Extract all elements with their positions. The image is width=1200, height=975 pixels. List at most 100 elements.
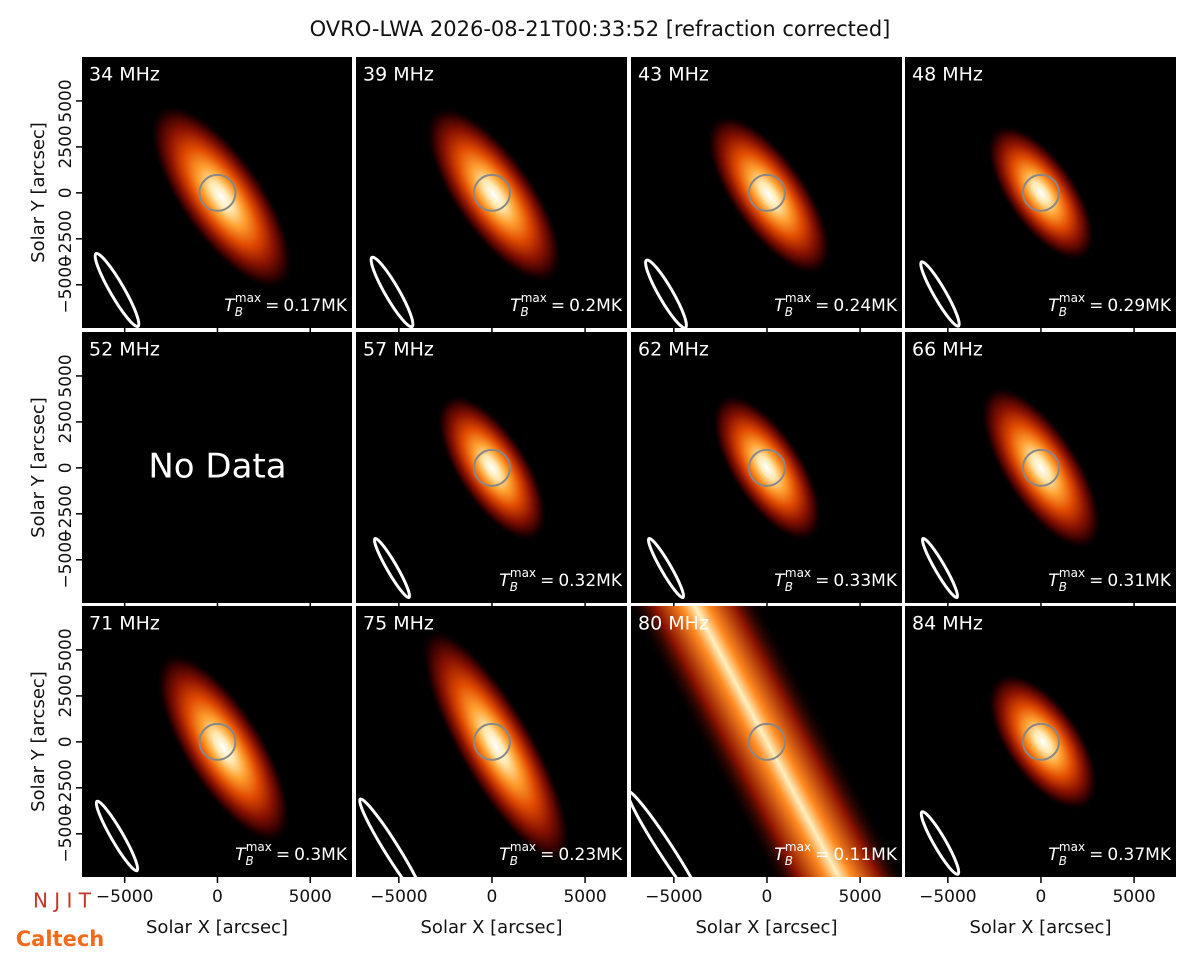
tmax-symbol: T: [499, 571, 511, 591]
x-axis-label: Solar X [arcsec]: [421, 917, 563, 938]
beam: [94, 799, 140, 873]
panel: 66 MHz TBmax = 0.31MK: [905, 332, 1176, 609]
tmax-label: TBmax = 0.3MK: [235, 840, 348, 868]
emission: [149, 103, 294, 291]
beam: [919, 810, 961, 876]
y-axis-label: Solar Y [arcsec]: [28, 122, 49, 263]
x-tick-label: 5000: [563, 887, 606, 907]
tmax-sub: B: [1059, 854, 1067, 868]
solar-disk: [472, 722, 511, 761]
emission: [986, 124, 1096, 262]
frequency-label: 62 MHz: [638, 339, 709, 361]
tmax-sup: max: [785, 840, 811, 854]
x-tick-label: 0: [212, 887, 223, 907]
panel-image: [920, 385, 1102, 600]
tmax-sup: max: [1059, 566, 1085, 580]
beam: [369, 255, 415, 328]
solar-disk: [747, 448, 786, 487]
x-axis-label: Solar X [arcsec]: [146, 917, 288, 938]
tmax-value: 0.37MK: [1107, 845, 1172, 865]
tmax-label: TBmax = 0.37MK: [1048, 840, 1172, 868]
tmax-equals: =: [815, 296, 829, 316]
no-data-label: No Data: [148, 446, 286, 486]
tmax-symbol: T: [774, 571, 786, 591]
tmax-sup: max: [510, 566, 536, 580]
panel-image: [919, 124, 1096, 328]
y-tick-label: 2500: [56, 400, 76, 443]
y-tick-label: 0: [56, 462, 76, 473]
y-tick-label: −5000: [56, 531, 76, 589]
frequency-label: 48 MHz: [912, 64, 983, 86]
x-tick-label: 5000: [289, 887, 332, 907]
x-tick-label: −5000: [919, 887, 977, 907]
tmax-value: 0.17MK: [283, 296, 348, 316]
emission: [425, 105, 563, 284]
tmax-label: TBmax = 0.23MK: [499, 840, 623, 868]
tmax-value: 0.24MK: [833, 296, 898, 316]
x-tick-label: −5000: [645, 887, 703, 907]
beam: [920, 536, 960, 600]
panel: 48 MHz TBmax = 0.29MK: [905, 57, 1176, 334]
panel: 34 MHz TBmax = 0.17MK −5000−2500 0 2500 5000 Sol…: [28, 57, 352, 334]
emission: [420, 627, 572, 865]
tmax-value: 0.2MK: [569, 296, 623, 316]
frequency-label: 75 MHz: [363, 613, 434, 635]
tmax-symbol: T: [510, 296, 522, 316]
tmax-label: TBmax = 0.29MK: [1048, 291, 1172, 319]
panel-background: [82, 332, 352, 603]
tmax-label: TBmax = 0.32MK: [499, 566, 623, 594]
figure-title: OVRO-LWA 2026-08-21T00:33:52 [refraction…: [310, 17, 891, 41]
tmax-sub: B: [785, 305, 793, 319]
emission: [631, 606, 902, 877]
solar-disk: [1021, 448, 1060, 487]
panel: 52 MHz No Data −5000−2500 0 2500 5000 Solar Y …: [28, 332, 352, 609]
y-tick-label: −2500: [56, 210, 76, 268]
x-tick-label: −5000: [96, 887, 154, 907]
logo-njit: N J I T: [33, 889, 92, 913]
tmax-equals: =: [276, 845, 290, 865]
x-tick-label: −5000: [370, 887, 428, 907]
solar-disk: [472, 173, 511, 212]
tmax-equals: =: [815, 571, 829, 591]
tmax-label: TBmax = 0.33MK: [774, 566, 898, 594]
beam: [644, 258, 688, 328]
beam: [646, 536, 686, 600]
tmax-sup: max: [1059, 840, 1085, 854]
tmax-label: TBmax = 0.2MK: [510, 291, 623, 319]
x-tick-label: 0: [487, 887, 498, 907]
beam: [358, 797, 426, 877]
frequency-label: 80 MHz: [638, 613, 709, 635]
tmax-label: TBmax = 0.17MK: [224, 291, 348, 319]
x-tick-label: 5000: [1112, 887, 1155, 907]
panel-image: [631, 606, 902, 877]
panel-image: [369, 105, 563, 328]
beam: [93, 251, 141, 328]
tmax-equals: =: [1089, 296, 1103, 316]
tmax-equals: =: [540, 845, 554, 865]
y-tick-label: 0: [56, 736, 76, 747]
solar-disk: [198, 173, 237, 212]
tmax-sup: max: [235, 291, 261, 305]
tmax-value: 0.29MK: [1107, 296, 1172, 316]
tmax-value: 0.33MK: [833, 571, 898, 591]
tmax-equals: =: [1089, 571, 1103, 591]
solar-disk: [198, 722, 237, 761]
tmax-label: TBmax = 0.24MK: [774, 291, 898, 319]
y-tick-label: 5000: [56, 354, 76, 397]
solar-disk: [747, 722, 786, 761]
tmax-symbol: T: [1048, 845, 1060, 865]
x-tick-label: 5000: [838, 887, 881, 907]
frequency-label: 39 MHz: [363, 64, 434, 86]
tmax-sub: B: [235, 305, 243, 319]
frequency-label: 84 MHz: [912, 613, 983, 635]
frequency-label: 52 MHz: [89, 339, 160, 361]
tmax-sub: B: [510, 854, 518, 868]
panel: 57 MHz TBmax = 0.32MK: [356, 332, 627, 609]
tmax-symbol: T: [235, 845, 247, 865]
tmax-value: 0.11MK: [833, 845, 898, 865]
beam: [372, 536, 412, 600]
tmax-symbol: T: [224, 296, 236, 316]
y-tick-label: 5000: [56, 79, 76, 122]
